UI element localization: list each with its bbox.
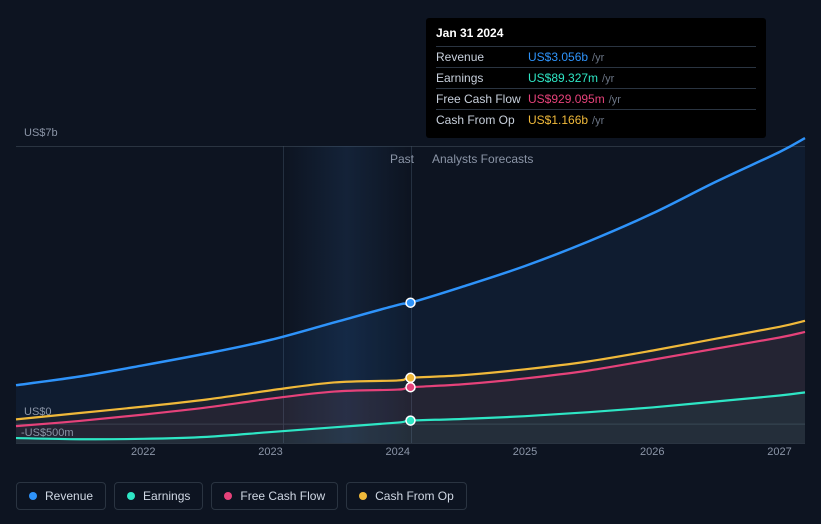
- tooltip-suffix: /yr: [592, 52, 604, 64]
- chart-legend: Revenue Earnings Free Cash Flow Cash From O…: [16, 482, 467, 510]
- chart-plot[interactable]: [16, 146, 805, 444]
- data-tooltip: Jan 31 2024 RevenueUS$3.056b/yrEarningsU…: [426, 18, 766, 138]
- legend-dot-icon: [127, 492, 135, 500]
- tooltip-suffix: /yr: [592, 115, 604, 127]
- legend-dot-icon: [224, 492, 232, 500]
- tooltip-value: US$1.166b: [528, 113, 588, 127]
- y-axis-label: US$0: [24, 406, 52, 418]
- tooltip-suffix: /yr: [609, 94, 621, 106]
- legend-label: Free Cash Flow: [240, 489, 325, 503]
- legend-item[interactable]: Free Cash Flow: [211, 482, 338, 510]
- series-marker[interactable]: [406, 416, 415, 425]
- x-axis: 2022 2023 2024 2025 2026 2027: [16, 442, 805, 462]
- legend-item[interactable]: Revenue: [16, 482, 106, 510]
- x-axis-tick: 2027: [767, 446, 791, 458]
- tooltip-date: Jan 31 2024: [436, 26, 756, 40]
- legend-item[interactable]: Cash From Op: [346, 482, 467, 510]
- legend-label: Earnings: [143, 489, 190, 503]
- tooltip-value: US$929.095m: [528, 92, 605, 106]
- x-axis-tick: 2024: [386, 446, 410, 458]
- x-axis-tick: 2023: [258, 446, 282, 458]
- tooltip-row: EarningsUS$89.327m/yr: [436, 67, 756, 88]
- legend-dot-icon: [29, 492, 37, 500]
- tooltip-label: Earnings: [436, 71, 528, 85]
- y-axis-label: -US$500m: [21, 427, 74, 439]
- legend-item[interactable]: Earnings: [114, 482, 203, 510]
- series-marker[interactable]: [406, 373, 415, 382]
- tooltip-suffix: /yr: [602, 73, 614, 85]
- tooltip-label: Free Cash Flow: [436, 92, 528, 106]
- legend-label: Revenue: [45, 489, 93, 503]
- x-axis-tick: 2025: [513, 446, 537, 458]
- tooltip-value: US$89.327m: [528, 71, 598, 85]
- tooltip-value: US$3.056b: [528, 50, 588, 64]
- tooltip-row: Cash From OpUS$1.166b/yr: [436, 109, 756, 130]
- tooltip-row: Free Cash FlowUS$929.095m/yr: [436, 88, 756, 109]
- earnings-revenue-chart: Past Analysts Forecasts US$7bUS$0-US$500…: [0, 0, 821, 524]
- tooltip-row: RevenueUS$3.056b/yr: [436, 46, 756, 67]
- x-axis-tick: 2026: [640, 446, 664, 458]
- legend-dot-icon: [359, 492, 367, 500]
- tooltip-label: Revenue: [436, 50, 528, 64]
- tooltip-label: Cash From Op: [436, 113, 528, 127]
- x-axis-tick: 2022: [131, 446, 155, 458]
- legend-label: Cash From Op: [375, 489, 454, 503]
- series-marker[interactable]: [406, 298, 415, 307]
- y-axis-label: US$7b: [24, 127, 58, 139]
- series-marker[interactable]: [406, 383, 415, 392]
